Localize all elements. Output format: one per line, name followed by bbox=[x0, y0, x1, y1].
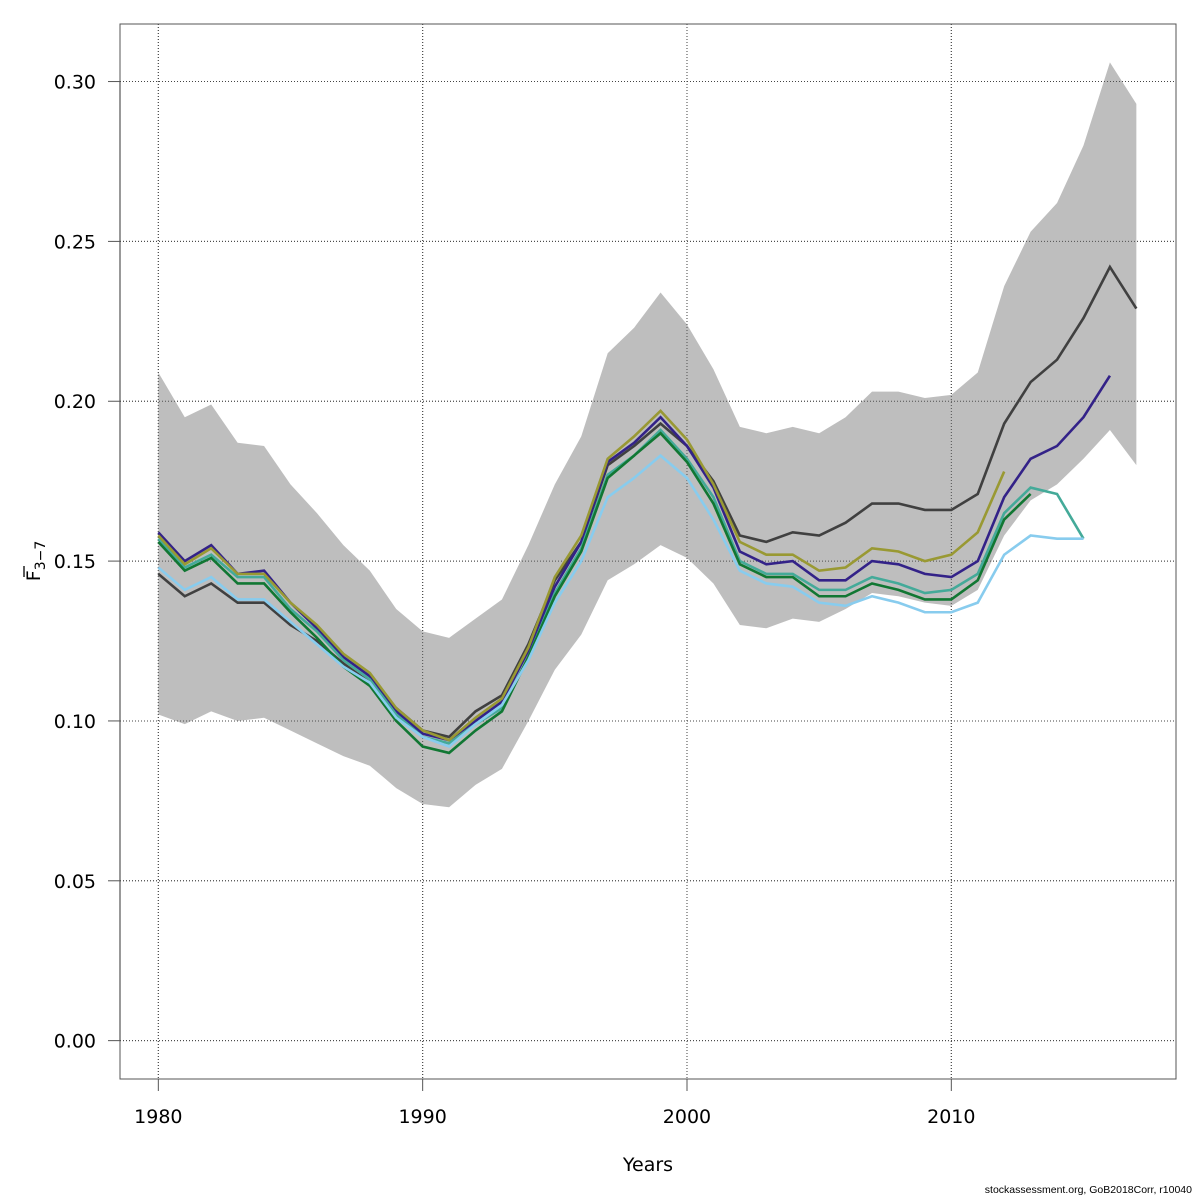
series-line-retro-5 bbox=[157, 453, 1084, 748]
x-axis-title: Years bbox=[622, 1154, 673, 1176]
y-tick-label: 0.30 bbox=[54, 72, 96, 94]
y-tick-label: 0.10 bbox=[54, 711, 96, 733]
series-line-retro-3 bbox=[157, 408, 1006, 742]
x-tick-label: 2010 bbox=[927, 1106, 975, 1128]
y-tick-label: 0.25 bbox=[54, 231, 96, 253]
y-tick-label: 0.15 bbox=[54, 551, 96, 573]
x-axis: 1980 1990 2000 2010 bbox=[134, 1078, 975, 1128]
series-layer bbox=[157, 264, 1138, 755]
grid-overlay bbox=[120, 24, 1176, 1079]
x-tick-label: 1990 bbox=[398, 1106, 446, 1128]
series-line-final-run bbox=[157, 264, 1138, 739]
y-axis: 0.00 0.05 0.10 0.15 0.20 0.25 0.30 bbox=[54, 72, 121, 1053]
footer-credit: stockassessment.org, GoB2018Corr, r10040 bbox=[984, 1184, 1192, 1196]
y-axis-title: F3−7 bbox=[23, 541, 49, 581]
y-axis-title-main: F bbox=[23, 570, 45, 581]
series-line-retro-4 bbox=[157, 431, 1032, 755]
series-line-retro-1 bbox=[157, 374, 1112, 742]
x-tick-label: 2000 bbox=[663, 1106, 711, 1128]
y-tick-label: 0.20 bbox=[54, 391, 96, 413]
y-axis-title-sub: 3−7 bbox=[33, 541, 49, 571]
x-tick-label: 1980 bbox=[134, 1106, 182, 1128]
y-tick-label: 0.00 bbox=[54, 1031, 96, 1053]
svg-text:F3−7: F3−7 bbox=[23, 541, 49, 581]
y-tick-label: 0.05 bbox=[54, 871, 96, 893]
